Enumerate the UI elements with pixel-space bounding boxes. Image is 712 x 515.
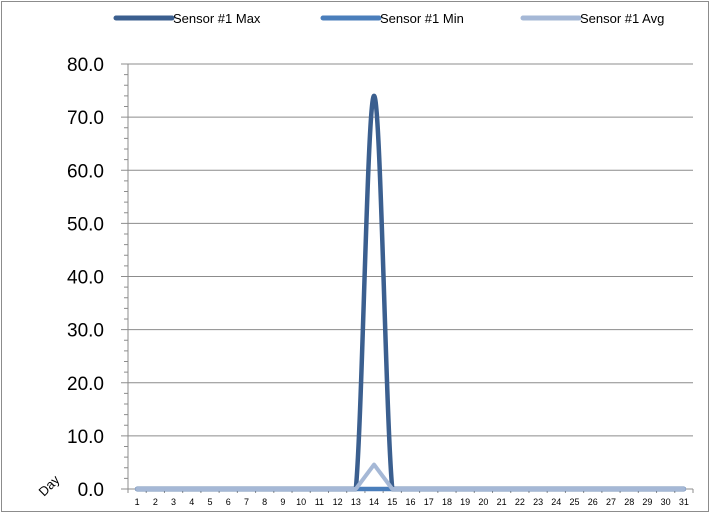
x-tick-label: 7 <box>244 497 249 507</box>
x-tick-label: 22 <box>515 497 525 507</box>
x-tick-label: 21 <box>497 497 507 507</box>
x-axis-title: Day <box>36 472 63 499</box>
x-tick-label: 11 <box>315 497 324 507</box>
y-tick-label: 20.0 <box>67 374 104 395</box>
y-tick-label: 0.0 <box>78 480 104 501</box>
y-tick-label: 80.0 <box>67 55 104 76</box>
legend-label-sensor-1-min: Sensor #1 Min <box>380 11 464 26</box>
x-tick-label: 31 <box>679 497 689 507</box>
axes: 0.010.020.030.040.050.060.070.080.01 2 3 4 5… <box>67 55 694 507</box>
x-tick-label: 2 <box>153 497 158 507</box>
x-tick-label: 20 <box>478 497 488 507</box>
x-tick-label: 24 <box>551 497 561 507</box>
x-tick-label: 29 <box>642 497 652 507</box>
legend: Sensor #1 Max Sensor #1 Min Sensor #1 Avg <box>113 11 664 26</box>
x-tick-label: 18 <box>442 497 452 507</box>
x-tick-label: 8 <box>262 497 267 507</box>
series-line-sensor-1-max <box>134 93 687 492</box>
y-tick-label: 70.0 <box>67 108 104 129</box>
y-tick-label: 40.0 <box>67 268 104 289</box>
x-tick-label: 5 <box>208 497 213 507</box>
x-tick-label: 16 <box>405 497 415 507</box>
x-tick-label: 28 <box>624 497 634 507</box>
x-tick-label: 14 <box>369 497 379 507</box>
series-lines <box>134 93 687 492</box>
x-tick-label: 13 <box>351 497 361 507</box>
legend-label-sensor-1-max: Sensor #1 Max <box>173 11 261 26</box>
y-tick-label: 50.0 <box>67 214 104 235</box>
x-tick-label: 17 <box>424 497 434 507</box>
x-tick-label: 6 <box>226 497 231 507</box>
x-tick-label: 23 <box>533 497 543 507</box>
x-tick-label: 26 <box>588 497 598 507</box>
x-tick-label: 9 <box>280 497 285 507</box>
x-tick-label: 3 <box>171 497 176 507</box>
x-tick-label: 25 <box>570 497 580 507</box>
series-line-sensor-1-avg <box>135 462 686 491</box>
x-tick-label: 15 <box>387 497 397 507</box>
x-tick-label: 12 <box>333 497 343 507</box>
x-tick-label: 4 <box>189 497 194 507</box>
x-tick-label: 19 <box>460 497 470 507</box>
y-tick-label: 10.0 <box>67 427 104 448</box>
x-tick-label: 1 <box>135 497 140 507</box>
y-tick-label: 30.0 <box>67 321 104 342</box>
gridlines <box>128 63 693 437</box>
x-tick-label: 10 <box>296 497 306 507</box>
y-tick-label: 60.0 <box>67 161 104 182</box>
x-tick-label: 30 <box>661 497 671 507</box>
x-tick-label: 27 <box>606 497 616 507</box>
legend-label-sensor-1-avg: Sensor #1 Avg <box>580 11 664 26</box>
